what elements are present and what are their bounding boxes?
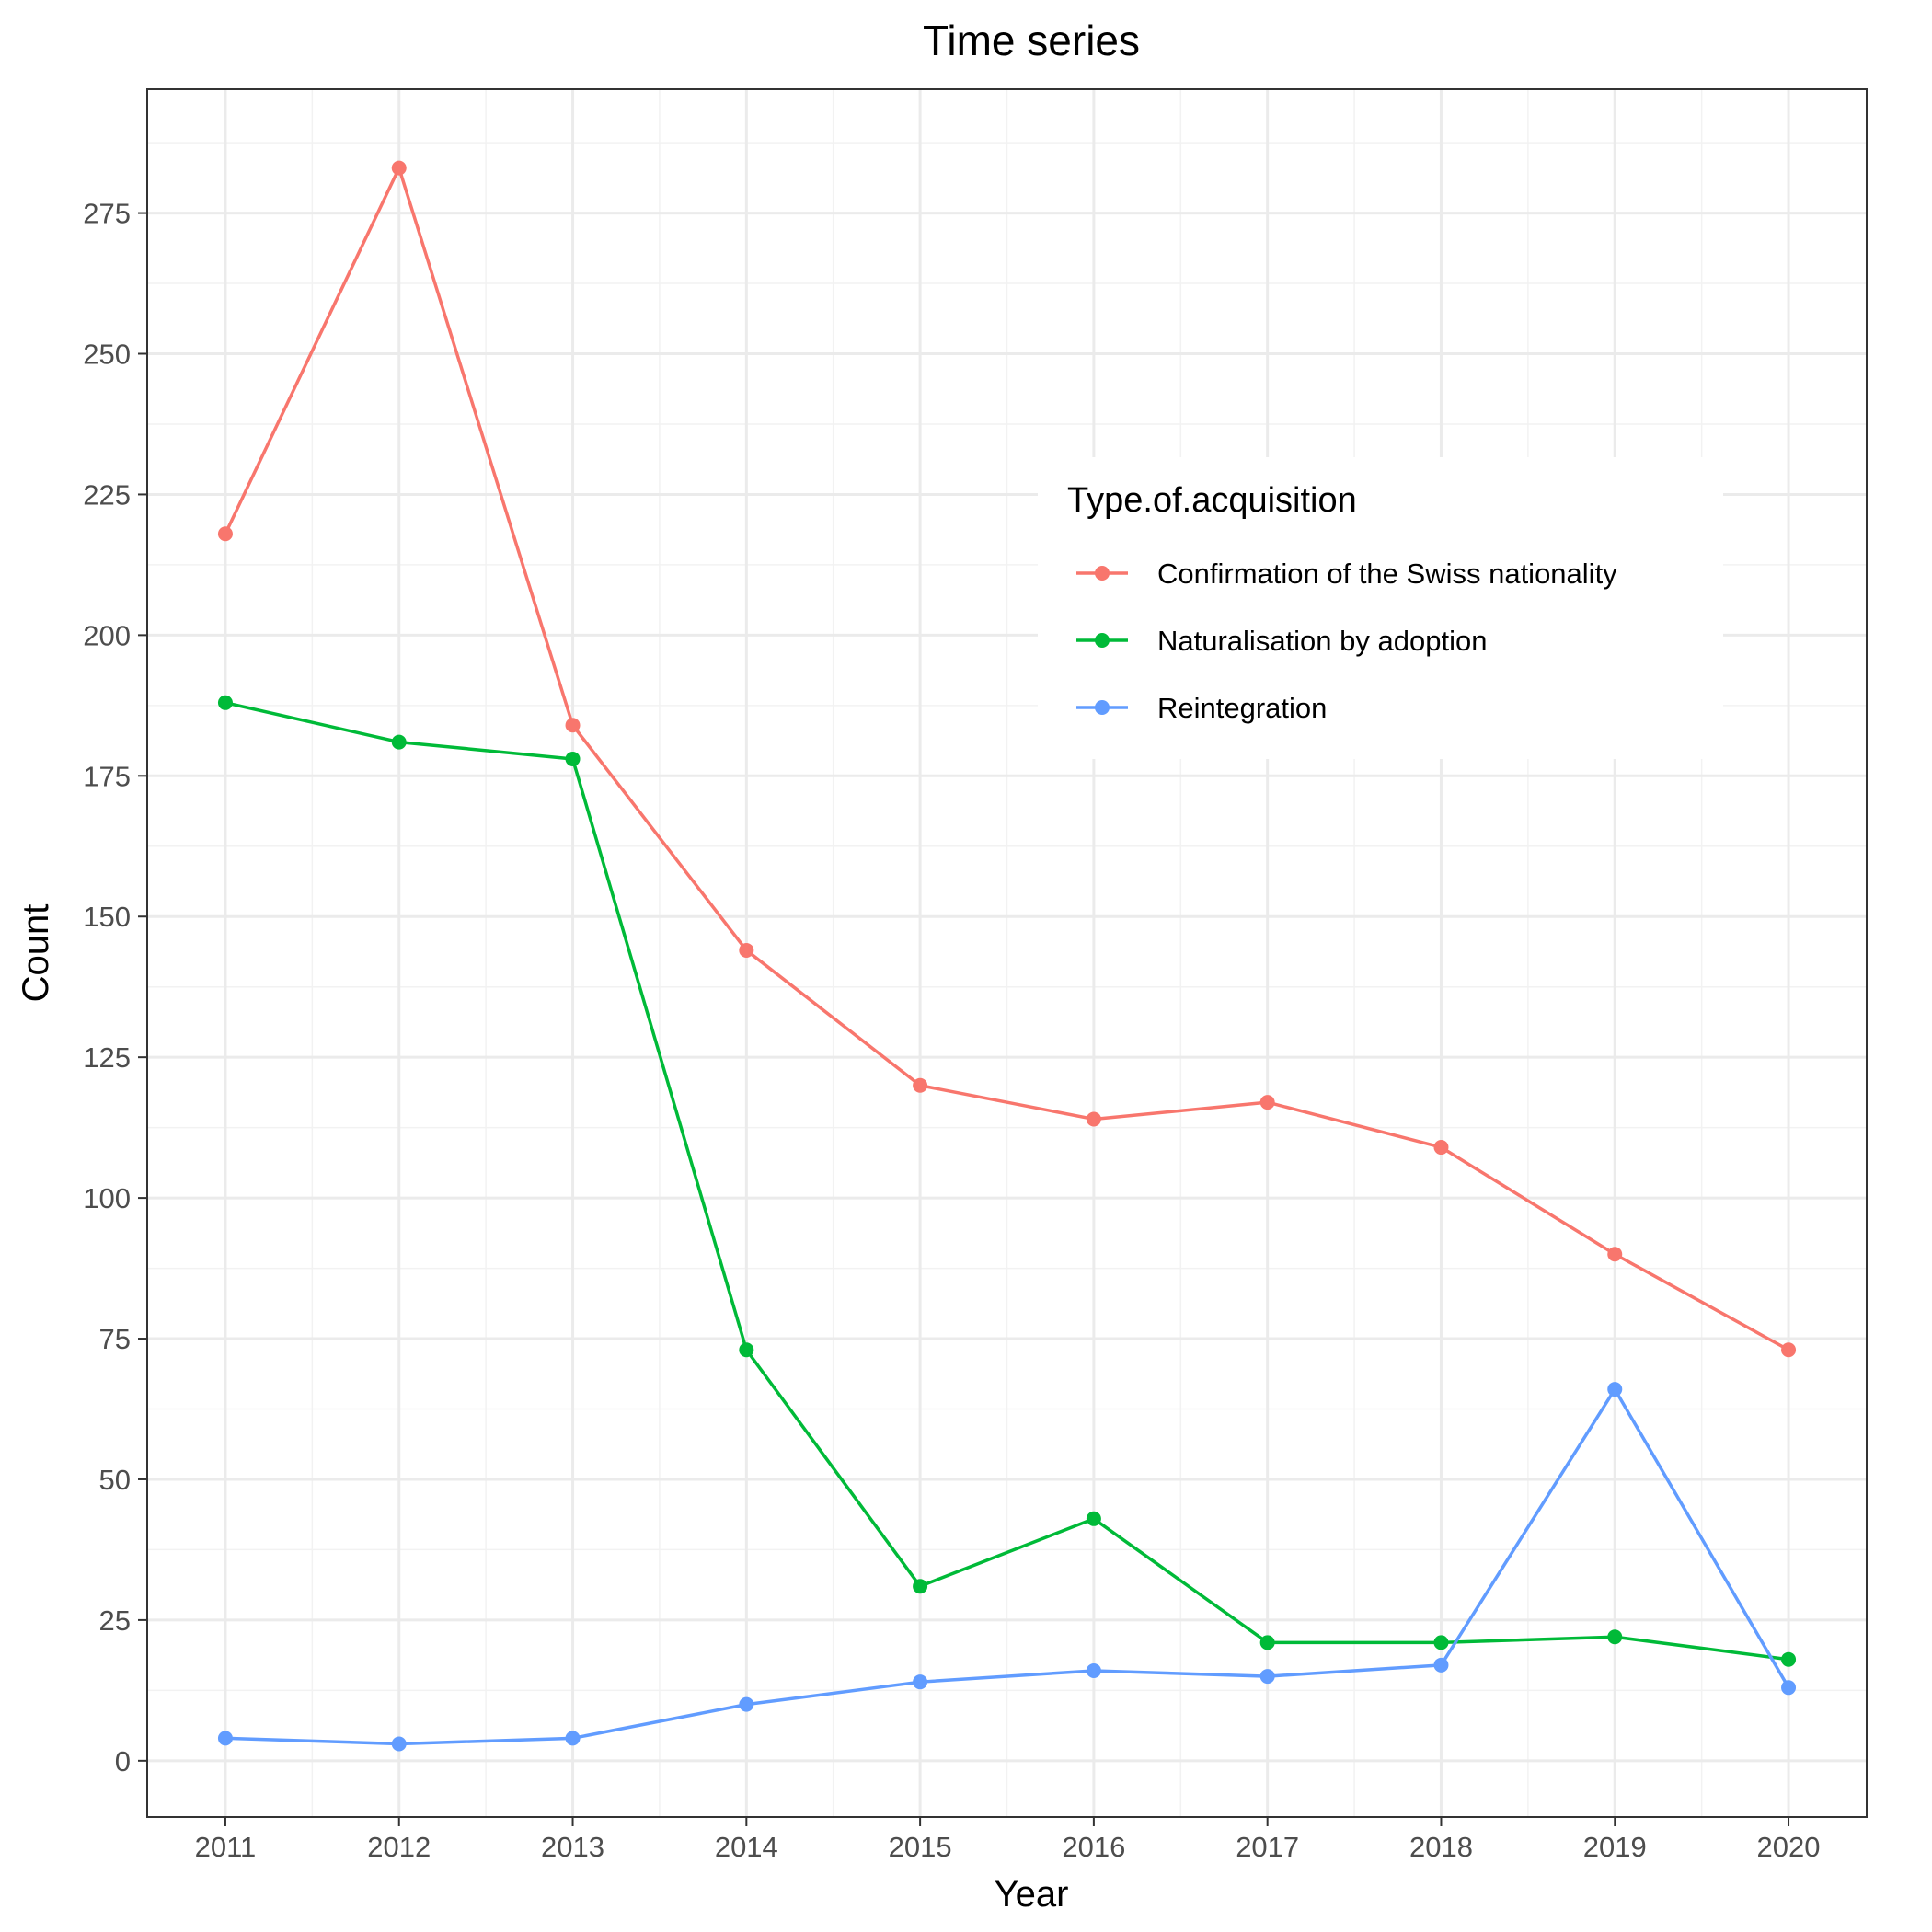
legend-items: Confirmation of the Swiss nationality Nat…: [1076, 558, 1617, 724]
y-tick-label: 175: [83, 760, 131, 792]
y-tick-label: 25: [99, 1604, 131, 1637]
x-tick-label: 2020: [1757, 1831, 1821, 1863]
x-tick-label: 2016: [1062, 1831, 1125, 1863]
x-tick-label: 2019: [1583, 1831, 1647, 1863]
y-axis-title: Count: [16, 904, 56, 1003]
x-tick-label: 2018: [1409, 1831, 1473, 1863]
y-tick-label: 225: [83, 478, 131, 511]
data-point: [217, 695, 233, 710]
y-tick-label: 75: [99, 1323, 131, 1355]
x-tick-label: 2015: [889, 1831, 952, 1863]
y-tick-label: 150: [83, 901, 131, 933]
x-axis: 2011 2012 2013 2014 2015 2016 2017 2018 2019 2020: [195, 1817, 1821, 1863]
x-tick-label: 2014: [715, 1831, 778, 1863]
data-point: [1781, 1651, 1797, 1667]
data-point: [1086, 1111, 1101, 1127]
data-point: [391, 1736, 407, 1752]
y-tick-label: 200: [83, 619, 131, 651]
data-point: [739, 1342, 754, 1358]
data-point: [1086, 1662, 1101, 1678]
data-point: [913, 1674, 928, 1690]
legend-label: Naturalisation by adoption: [1157, 625, 1487, 657]
data-point: [217, 1731, 233, 1746]
data-point: [1433, 1657, 1449, 1673]
series-line-0: [224, 166, 1789, 1351]
legend-key-point: [1095, 700, 1110, 715]
x-tick-label: 2011: [195, 1831, 257, 1863]
data-point: [1781, 1342, 1797, 1358]
legend-background: [1038, 457, 1723, 759]
data-point: [1259, 1669, 1275, 1685]
legend-title: Type.of.acquisition: [1067, 481, 1357, 520]
data-point: [217, 526, 233, 542]
plot-border: [146, 88, 1868, 1818]
y-tick-label: 50: [99, 1464, 131, 1496]
series-lines: [224, 166, 1790, 1746]
data-point: [1433, 1140, 1449, 1156]
data-point: [739, 942, 754, 958]
x-tick-label: 2012: [367, 1831, 431, 1863]
data-point: [913, 1077, 928, 1093]
y-tick-label: 250: [83, 339, 131, 371]
x-tick-label: 2017: [1236, 1831, 1299, 1863]
y-tick-label: 100: [83, 1182, 131, 1214]
series-line-2: [224, 1387, 1790, 1746]
data-point: [1607, 1629, 1623, 1645]
legend-label: Reintegration: [1157, 692, 1327, 724]
data-point: [391, 734, 407, 750]
legend-key-point: [1095, 566, 1110, 581]
legend-label: Confirmation of the Swiss nationality: [1157, 558, 1617, 590]
data-point: [913, 1579, 928, 1594]
series-points: [217, 160, 1797, 1752]
legend: Type.of.acquisition Confirmation of the …: [1038, 457, 1723, 759]
data-point: [1607, 1382, 1623, 1397]
data-point: [565, 1731, 581, 1746]
chart-title: Time series: [923, 17, 1140, 64]
data-point: [1259, 1095, 1275, 1110]
y-tick-label: 0: [115, 1745, 131, 1777]
data-point: [391, 160, 407, 176]
data-point: [565, 718, 581, 733]
y-tick-label: 125: [83, 1041, 131, 1074]
x-axis-title: Year: [995, 1874, 1069, 1915]
data-point: [565, 751, 581, 766]
x-tick-label: 2013: [541, 1831, 604, 1863]
data-point: [1086, 1511, 1101, 1526]
series-line-1: [224, 701, 1789, 1662]
data-point: [1259, 1635, 1275, 1650]
data-point: [1781, 1680, 1797, 1696]
data-point: [1433, 1635, 1449, 1650]
y-tick-label: 275: [83, 198, 131, 230]
data-point: [1607, 1247, 1623, 1262]
y-axis: 0 25 50 75 100 125 150 175 200 225 250 275: [83, 198, 147, 1777]
legend-key-point: [1095, 633, 1110, 648]
data-point: [739, 1696, 754, 1712]
